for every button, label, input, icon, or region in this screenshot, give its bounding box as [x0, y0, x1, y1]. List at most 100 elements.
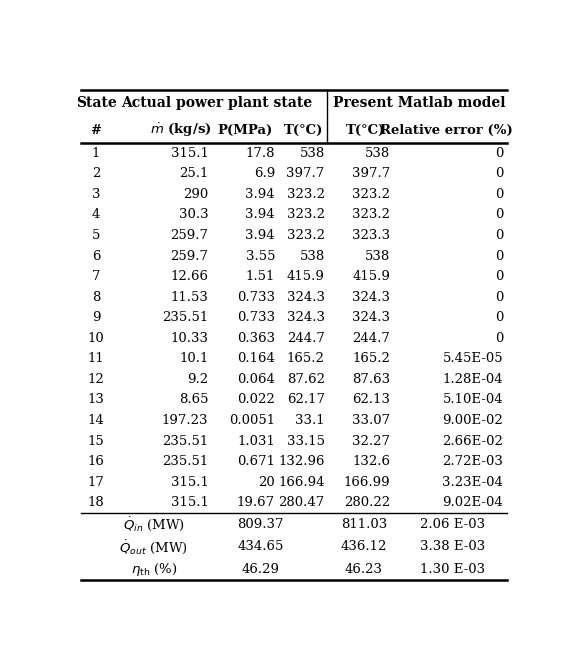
Text: 315.1: 315.1 — [171, 476, 209, 488]
Text: 0.164: 0.164 — [237, 353, 275, 365]
Text: 0: 0 — [495, 147, 503, 159]
Text: 259.7: 259.7 — [170, 250, 209, 262]
Text: 324.3: 324.3 — [352, 291, 390, 304]
Text: 0: 0 — [495, 270, 503, 283]
Text: 0: 0 — [495, 291, 503, 304]
Text: 0: 0 — [495, 188, 503, 201]
Text: 10.1: 10.1 — [179, 353, 209, 365]
Text: 538: 538 — [300, 147, 325, 159]
Text: $\dot{Q}_{out}$ (MW): $\dot{Q}_{out}$ (MW) — [119, 538, 188, 556]
Text: 8.65: 8.65 — [179, 393, 209, 407]
Text: 18: 18 — [88, 496, 104, 509]
Text: 11: 11 — [88, 353, 104, 365]
Text: 6.9: 6.9 — [254, 167, 275, 181]
Text: 235.51: 235.51 — [162, 311, 209, 324]
Text: 538: 538 — [300, 250, 325, 262]
Text: 14: 14 — [88, 414, 104, 427]
Text: 538: 538 — [365, 147, 390, 159]
Text: 0: 0 — [495, 208, 503, 221]
Text: T(°C): T(°C) — [346, 124, 385, 137]
Text: 5.10E-04: 5.10E-04 — [442, 393, 503, 407]
Text: 235.51: 235.51 — [162, 434, 209, 447]
Text: 19.67: 19.67 — [237, 496, 275, 509]
Text: 62.13: 62.13 — [352, 393, 390, 407]
Text: Actual power plant state: Actual power plant state — [121, 96, 313, 111]
Text: 3.94: 3.94 — [245, 188, 275, 201]
Text: 0.0051: 0.0051 — [229, 414, 275, 427]
Text: 33.15: 33.15 — [286, 434, 325, 447]
Text: 397.7: 397.7 — [286, 167, 325, 181]
Text: 87.63: 87.63 — [352, 373, 390, 386]
Text: 0.733: 0.733 — [237, 291, 275, 304]
Text: 10.33: 10.33 — [170, 331, 209, 345]
Text: 3.38 E-03: 3.38 E-03 — [420, 540, 485, 553]
Text: 538: 538 — [365, 250, 390, 262]
Text: 0: 0 — [495, 331, 503, 345]
Text: 3.94: 3.94 — [245, 208, 275, 221]
Text: Relative error (%): Relative error (%) — [380, 124, 513, 137]
Text: 323.3: 323.3 — [352, 229, 390, 242]
Text: 9.2: 9.2 — [187, 373, 209, 386]
Text: 87.62: 87.62 — [286, 373, 325, 386]
Text: 30.3: 30.3 — [179, 208, 209, 221]
Text: 323.2: 323.2 — [352, 208, 390, 221]
Text: 132.6: 132.6 — [352, 455, 390, 468]
Text: 20: 20 — [258, 476, 275, 488]
Text: 4: 4 — [92, 208, 100, 221]
Text: 16: 16 — [88, 455, 104, 468]
Text: 235.51: 235.51 — [162, 455, 209, 468]
Text: 415.9: 415.9 — [352, 270, 390, 283]
Text: 3.55: 3.55 — [245, 250, 275, 262]
Text: 3: 3 — [92, 188, 100, 201]
Text: 32.27: 32.27 — [352, 434, 390, 447]
Text: 1: 1 — [92, 147, 100, 159]
Text: 1.30 E-03: 1.30 E-03 — [420, 563, 485, 576]
Text: 1.28E-04: 1.28E-04 — [442, 373, 503, 386]
Text: T(°C): T(°C) — [284, 124, 323, 137]
Text: 1.51: 1.51 — [246, 270, 275, 283]
Text: 8: 8 — [92, 291, 100, 304]
Text: 11.53: 11.53 — [171, 291, 209, 304]
Text: 33.1: 33.1 — [295, 414, 325, 427]
Text: 244.7: 244.7 — [352, 331, 390, 345]
Text: 6: 6 — [92, 250, 100, 262]
Text: 324.3: 324.3 — [352, 311, 390, 324]
Text: $\dot{m}$ (kg/s): $\dot{m}$ (kg/s) — [150, 121, 211, 139]
Text: 0: 0 — [495, 311, 503, 324]
Text: 324.3: 324.3 — [286, 311, 325, 324]
Text: 12.66: 12.66 — [170, 270, 209, 283]
Text: 132.96: 132.96 — [278, 455, 325, 468]
Text: 9.02E-04: 9.02E-04 — [442, 496, 503, 509]
Text: 46.29: 46.29 — [241, 563, 280, 576]
Text: 9.00E-02: 9.00E-02 — [442, 414, 503, 427]
Text: 0.733: 0.733 — [237, 311, 275, 324]
Text: 415.9: 415.9 — [287, 270, 325, 283]
Text: 811.03: 811.03 — [341, 518, 387, 530]
Text: 436.12: 436.12 — [340, 540, 387, 553]
Text: 323.2: 323.2 — [352, 188, 390, 201]
Text: 197.23: 197.23 — [162, 414, 209, 427]
Text: #: # — [91, 124, 101, 137]
Text: 259.7: 259.7 — [170, 229, 209, 242]
Text: 0.671: 0.671 — [237, 455, 275, 468]
Text: 0: 0 — [495, 167, 503, 181]
Text: 62.17: 62.17 — [286, 393, 325, 407]
Text: 0: 0 — [495, 250, 503, 262]
Text: P(MPa): P(MPa) — [217, 124, 272, 137]
Text: 0.022: 0.022 — [237, 393, 275, 407]
Text: 9: 9 — [92, 311, 100, 324]
Text: 166.94: 166.94 — [278, 476, 325, 488]
Text: 165.2: 165.2 — [352, 353, 390, 365]
Text: 434.65: 434.65 — [237, 540, 284, 553]
Text: 315.1: 315.1 — [171, 147, 209, 159]
Text: 809.37: 809.37 — [237, 518, 284, 530]
Text: 324.3: 324.3 — [286, 291, 325, 304]
Text: 323.2: 323.2 — [286, 208, 325, 221]
Text: 165.2: 165.2 — [287, 353, 325, 365]
Text: 2.66E-02: 2.66E-02 — [442, 434, 503, 447]
Text: 323.2: 323.2 — [286, 229, 325, 242]
Text: 13: 13 — [88, 393, 104, 407]
Text: 315.1: 315.1 — [171, 496, 209, 509]
Text: 10: 10 — [88, 331, 104, 345]
Text: $\dot{Q}_{in}$ (MW): $\dot{Q}_{in}$ (MW) — [123, 515, 185, 533]
